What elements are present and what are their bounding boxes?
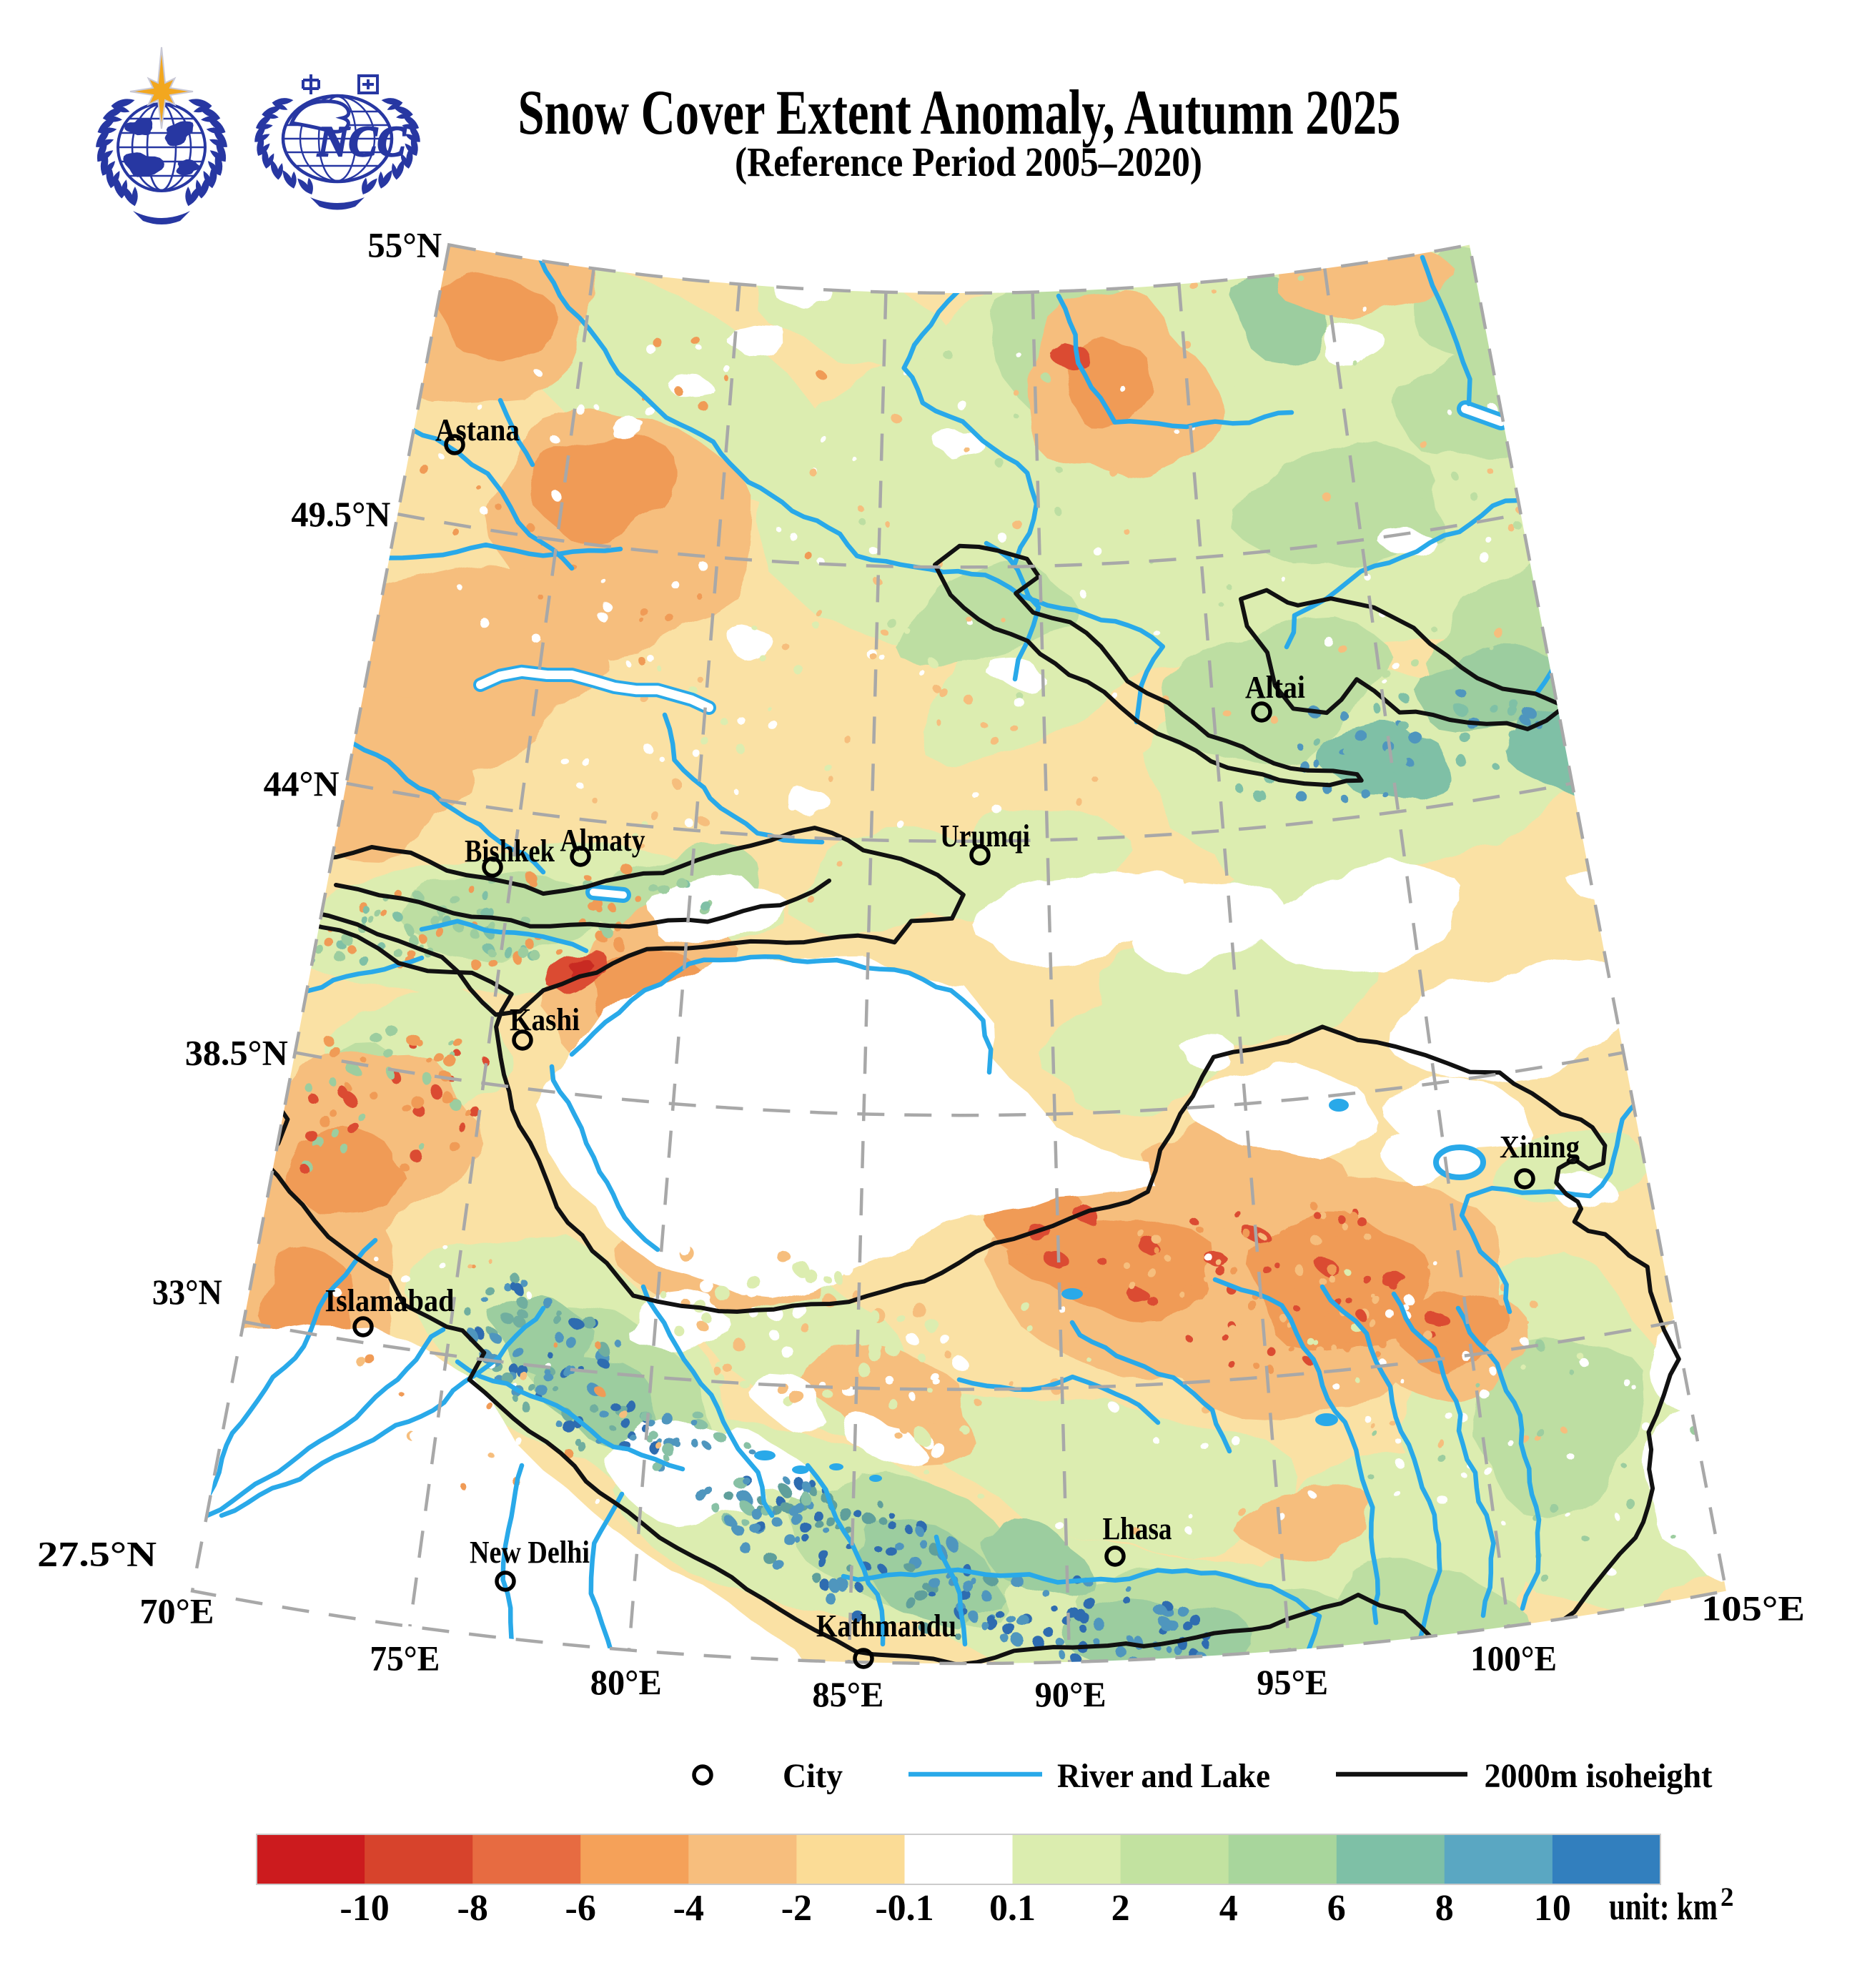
svg-text:8: 8 xyxy=(1435,1888,1454,1929)
svg-text:City: City xyxy=(783,1757,843,1795)
svg-text:Kathmandu: Kathmandu xyxy=(816,1608,956,1643)
svg-text:44°N: 44°N xyxy=(264,763,340,803)
svg-text:River and Lake: River and Lake xyxy=(1057,1757,1270,1795)
svg-text:Astana: Astana xyxy=(435,412,520,447)
svg-text:Altai: Altai xyxy=(1245,670,1305,705)
svg-text:(Reference Period 2005–2020): (Reference Period 2005–2020) xyxy=(735,139,1202,185)
svg-text:-6: -6 xyxy=(565,1888,596,1929)
svg-text:NCC: NCC xyxy=(317,118,406,165)
svg-text:55°N: 55°N xyxy=(367,225,442,265)
svg-text:85°E: 85°E xyxy=(812,1674,883,1714)
svg-text:27.5°N: 27.5°N xyxy=(37,1534,157,1574)
svg-text:6: 6 xyxy=(1327,1888,1346,1929)
svg-text:100°E: 100°E xyxy=(1470,1638,1557,1678)
svg-text:105°E: 105°E xyxy=(1701,1588,1805,1628)
svg-text:4: 4 xyxy=(1219,1888,1238,1929)
svg-text:-10: -10 xyxy=(340,1888,389,1929)
svg-text:-4: -4 xyxy=(673,1888,704,1929)
svg-text:0.1: 0.1 xyxy=(989,1888,1036,1929)
svg-text:Lhasa: Lhasa xyxy=(1103,1511,1172,1546)
svg-text:95°E: 95°E xyxy=(1257,1662,1328,1702)
svg-text:Islamabad: Islamabad xyxy=(325,1283,455,1318)
svg-text:Almaty: Almaty xyxy=(560,823,645,858)
svg-text:70°E: 70°E xyxy=(139,1591,214,1631)
svg-text:unit: km: unit: km xyxy=(1609,1885,1718,1928)
svg-text:2: 2 xyxy=(1111,1888,1130,1929)
svg-text:New Delhi: New Delhi xyxy=(470,1535,590,1570)
svg-text:75°E: 75°E xyxy=(370,1638,440,1678)
svg-text:-0.1: -0.1 xyxy=(875,1888,934,1929)
svg-text:2000m isoheight: 2000m isoheight xyxy=(1485,1757,1713,1795)
svg-text:49.5°N: 49.5°N xyxy=(291,494,390,534)
svg-text:-8: -8 xyxy=(457,1888,488,1929)
svg-text:Xining: Xining xyxy=(1500,1129,1580,1164)
svg-text:38.5°N: 38.5°N xyxy=(185,1032,288,1072)
svg-text:-2: -2 xyxy=(781,1888,812,1929)
svg-text:Bishkek: Bishkek xyxy=(465,834,555,869)
svg-text:10: 10 xyxy=(1534,1888,1571,1929)
svg-text:Snow Cover Extent Anomaly, Aut: Snow Cover Extent Anomaly, Autumn 2025 xyxy=(518,78,1401,148)
svg-text:Urumqi: Urumqi xyxy=(940,819,1030,854)
svg-text:90°E: 90°E xyxy=(1035,1674,1106,1714)
svg-text:33°N: 33°N xyxy=(152,1272,222,1312)
svg-text:2: 2 xyxy=(1720,1883,1734,1912)
svg-text:80°E: 80°E xyxy=(590,1662,662,1702)
svg-text:Kashi: Kashi xyxy=(510,1002,580,1037)
